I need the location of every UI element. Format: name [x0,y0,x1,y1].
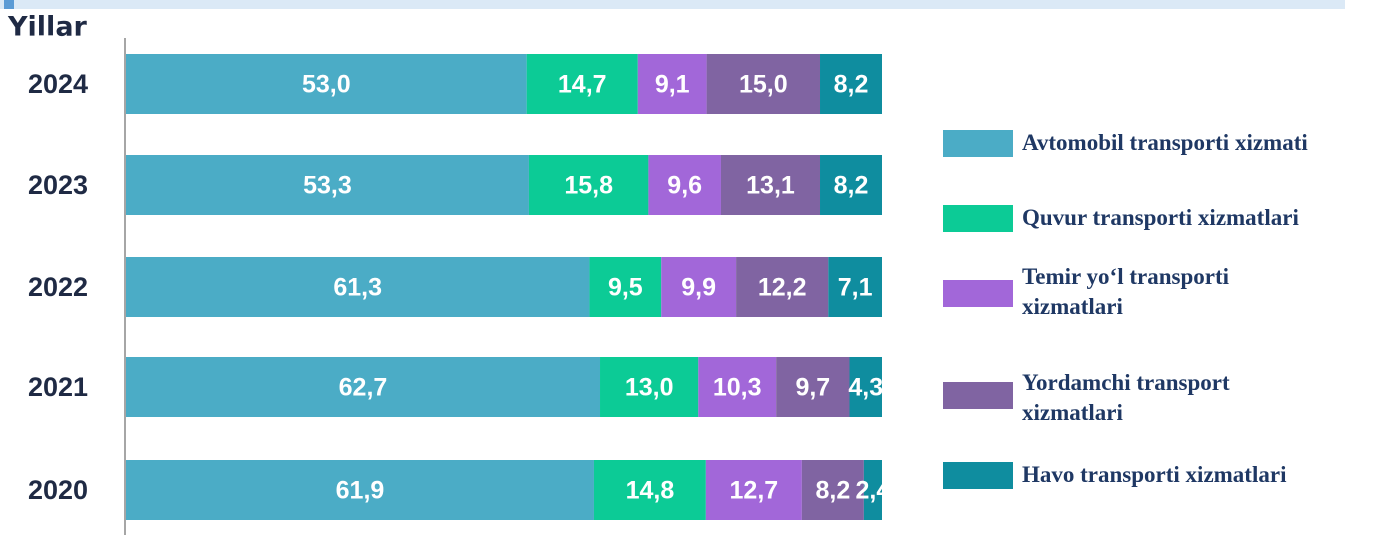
value-label: 10,3 [713,374,762,402]
bar-segment [661,257,737,317]
legend-swatch [943,382,1013,409]
value-label: 9,1 [655,71,690,99]
bar-segment [126,357,601,417]
bar-segment [126,257,590,317]
bar-segment [863,460,882,520]
bar-segment [705,460,802,520]
bar-segment [637,54,707,114]
y-tick-label: 2022 [28,272,88,302]
axis-title: Yillar [7,12,88,43]
bar-segment [648,155,721,215]
value-label: 53,0 [302,71,351,99]
value-label: 13,0 [625,374,674,402]
bar-segment [600,357,699,417]
bar-segment [126,155,529,215]
y-tick-label: 2021 [28,372,88,402]
bar-segment [776,357,850,417]
value-label: 2,4 [856,477,891,505]
bar-segment [126,460,594,520]
value-label: 9,5 [608,274,643,302]
legend-label: Yordamchi transport xizmatlari [1022,370,1230,425]
bar-segment [593,460,706,520]
bar-segment [528,155,649,215]
bar-segment [849,357,882,417]
value-label: 4,3 [848,374,883,402]
value-label: 8,2 [815,477,850,505]
value-label: 9,7 [795,374,830,402]
value-label: 15,0 [739,71,788,99]
legend-label: Avtomobil transporti xizmati [1022,130,1308,155]
bar-segment [736,257,829,317]
value-label: 8,2 [834,71,869,99]
value-label: 14,7 [558,71,607,99]
value-label: 62,7 [339,374,388,402]
bar-segment [698,357,777,417]
legend-swatch [943,130,1013,157]
bar-segment [126,54,527,114]
bar-segment [589,257,662,317]
bar-segment [820,54,882,114]
bar-segment [801,460,864,520]
bar-segment [706,54,821,114]
y-tick-label: 2020 [28,475,88,505]
banner-icon [4,0,14,9]
value-label: 9,9 [681,274,716,302]
value-label: 15,8 [564,172,613,200]
y-tick-label: 2024 [28,69,88,99]
value-label: 13,1 [746,172,795,200]
value-label: 8,2 [834,172,869,200]
value-label: 14,8 [626,477,675,505]
value-label: 61,3 [333,274,382,302]
value-label: 53,3 [303,172,352,200]
bar-segment [828,257,882,317]
bar-segment [720,155,821,215]
legend-swatch [943,280,1013,307]
value-label: 12,2 [758,274,807,302]
bar-segment [526,54,638,114]
y-tick-label: 2023 [28,170,88,200]
value-label: 9,6 [667,172,702,200]
legend-label: Havo transporti xizmatlari [1022,462,1287,487]
value-label: 61,9 [336,477,385,505]
legend-swatch [943,462,1013,489]
top-banner [0,0,1345,9]
legend-label: Quvur transporti xizmatlari [1022,205,1299,230]
legend-swatch [943,205,1013,232]
bar-segment [820,155,882,215]
legend-label: Temir yo‘l transporti xizmatlari [1022,264,1229,319]
value-label: 12,7 [730,477,779,505]
value-label: 7,1 [838,274,873,302]
